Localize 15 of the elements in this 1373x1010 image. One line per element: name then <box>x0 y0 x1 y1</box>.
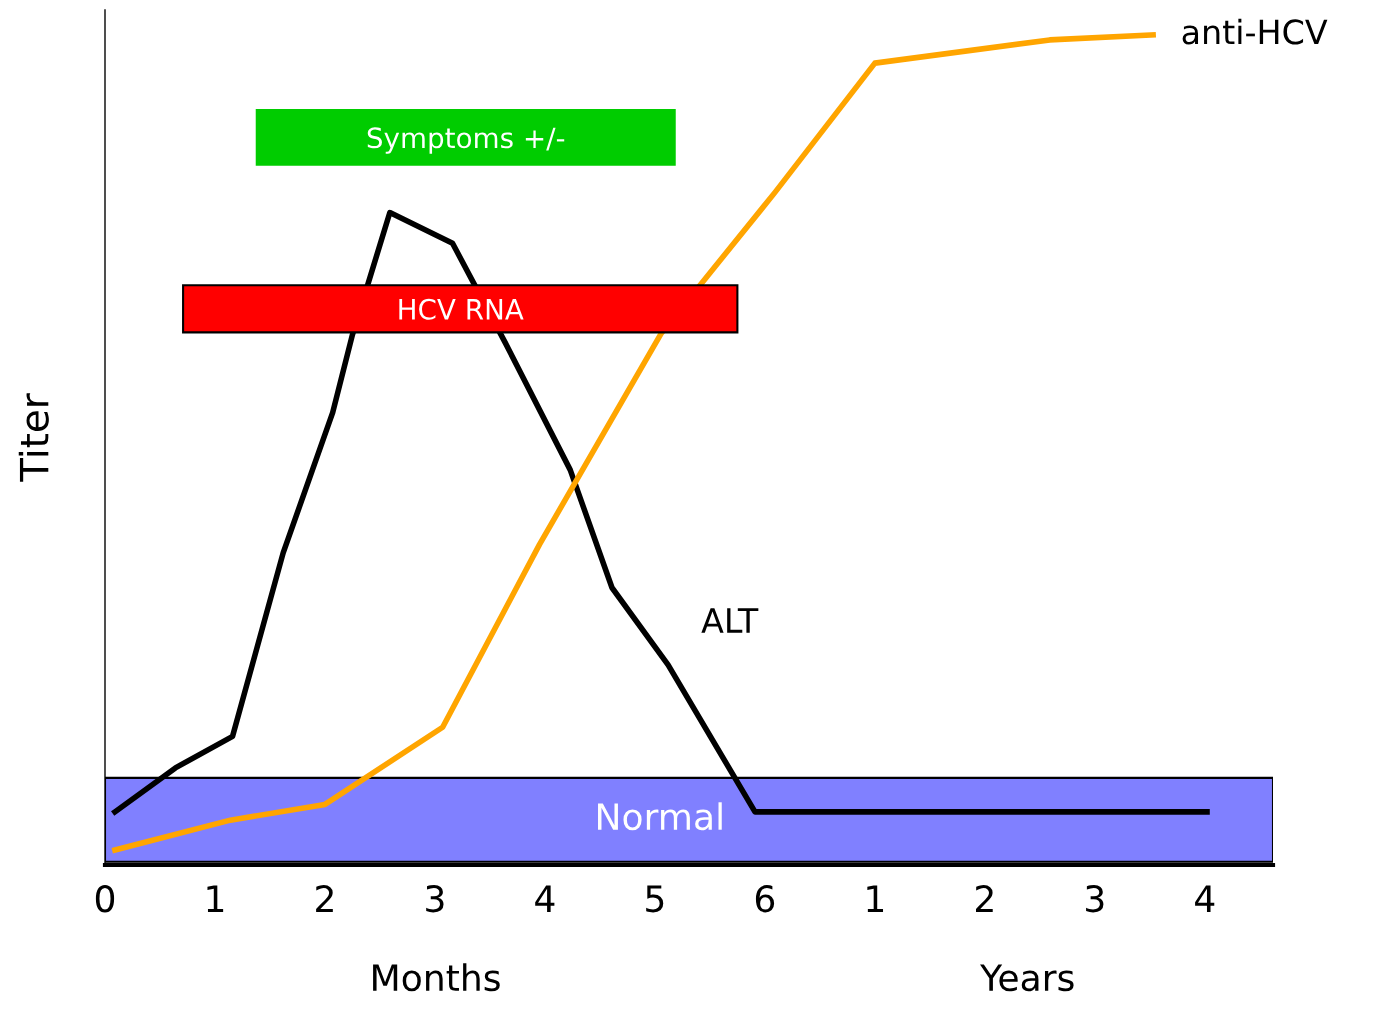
x-axis-title: Months <box>373 963 500 992</box>
x-tick-label: 1 <box>207 885 224 912</box>
band-label: Symptoms +/- <box>367 127 565 154</box>
series-label: ALT <box>701 608 759 633</box>
series-label: anti-HCV <box>1182 18 1328 45</box>
x-tick-label: 2 <box>316 885 333 912</box>
x-tick-label: 3 <box>426 885 444 913</box>
x-tick-label: 5 <box>646 885 664 913</box>
x-tick-label: 0 <box>95 885 115 913</box>
band-label: HCV RNA <box>399 298 524 320</box>
x-tick-label: 6 <box>755 885 775 913</box>
y-axis-title: Titer <box>18 393 49 482</box>
band-label: Normal <box>598 802 722 831</box>
x-tick-label: 4 <box>535 885 555 912</box>
x2-axis-title: Years <box>980 964 1074 992</box>
